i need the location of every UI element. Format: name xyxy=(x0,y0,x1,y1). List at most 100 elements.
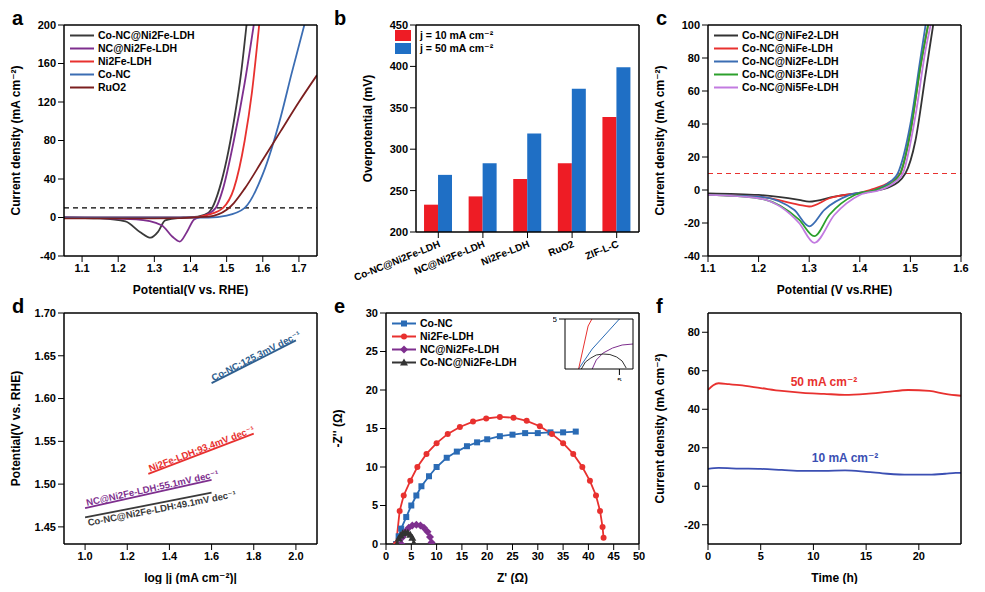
svg-text:80: 80 xyxy=(688,326,700,338)
svg-text:40: 40 xyxy=(688,403,700,415)
svg-text:1.2: 1.2 xyxy=(751,262,766,274)
svg-text:Co-NC@Ni2Fe-LDH: Co-NC@Ni2Fe-LDH xyxy=(352,238,442,283)
svg-text:1.0: 1.0 xyxy=(77,550,92,562)
svg-text:0: 0 xyxy=(705,550,711,562)
svg-text:1.3: 1.3 xyxy=(147,262,162,274)
svg-text:15: 15 xyxy=(366,422,378,434)
svg-text:2.0: 2.0 xyxy=(288,550,303,562)
svg-text:1.50: 1.50 xyxy=(35,478,56,490)
svg-text:-20: -20 xyxy=(684,519,700,531)
svg-text:0: 0 xyxy=(694,184,700,196)
svg-text:Current density (mA cm⁻²): Current density (mA cm⁻²) xyxy=(653,354,667,504)
svg-text:1.6: 1.6 xyxy=(255,262,270,274)
svg-text:200: 200 xyxy=(390,226,408,238)
svg-text:35: 35 xyxy=(557,550,569,562)
svg-text:1.6: 1.6 xyxy=(204,550,219,562)
svg-text:80: 80 xyxy=(688,52,700,64)
svg-text:1.8: 1.8 xyxy=(246,550,261,562)
svg-text:50: 50 xyxy=(633,550,645,562)
svg-text:1.1: 1.1 xyxy=(74,262,89,274)
svg-text:40: 40 xyxy=(44,173,56,185)
svg-text:20: 20 xyxy=(481,550,493,562)
svg-text:5: 5 xyxy=(408,550,414,562)
svg-text:0: 0 xyxy=(694,480,700,492)
svg-text:5: 5 xyxy=(372,499,378,511)
svg-text:10 mA cm⁻²: 10 mA cm⁻² xyxy=(812,451,879,465)
svg-text:50 mA cm⁻²: 50 mA cm⁻² xyxy=(791,375,858,389)
svg-text:Co-NC:125.3mV dec⁻¹: Co-NC:125.3mV dec⁻¹ xyxy=(210,329,303,383)
svg-text:NC@Ni2Fe-LDH: NC@Ni2Fe-LDH xyxy=(412,238,486,276)
svg-text:NC@Ni2Fe-LDH:55.1mV dec⁻¹: NC@Ni2Fe-LDH:55.1mV dec⁻¹ xyxy=(85,467,220,508)
svg-text:1.2: 1.2 xyxy=(120,550,135,562)
svg-text:Potential (V vs.RHE): Potential (V vs.RHE) xyxy=(777,283,892,296)
svg-text:1.2: 1.2 xyxy=(111,262,126,274)
svg-text:-Z'' (Ω): -Z'' (Ω) xyxy=(331,410,345,448)
svg-text:350: 350 xyxy=(390,102,408,114)
svg-text:1.5: 1.5 xyxy=(903,262,918,274)
svg-text:200: 200 xyxy=(38,19,56,31)
svg-text:160: 160 xyxy=(38,57,56,69)
svg-text:20: 20 xyxy=(688,151,700,163)
svg-text:Ni2Fe-LDH: Ni2Fe-LDH xyxy=(479,238,531,267)
svg-text:5: 5 xyxy=(553,315,558,324)
svg-text:1.45: 1.45 xyxy=(35,521,56,533)
svg-text:30: 30 xyxy=(532,550,544,562)
svg-text:40: 40 xyxy=(688,118,700,130)
svg-text:RuO2: RuO2 xyxy=(547,238,576,258)
svg-text:Z' (Ω): Z' (Ω) xyxy=(497,571,528,584)
svg-text:20: 20 xyxy=(688,442,700,454)
svg-text:250: 250 xyxy=(390,185,408,197)
svg-text:120: 120 xyxy=(38,96,56,108)
svg-text:Ni2Fe-LDH:93.4mV dec⁻¹: Ni2Fe-LDH:93.4mV dec⁻¹ xyxy=(147,423,256,473)
svg-text:1.7: 1.7 xyxy=(291,262,306,274)
svg-text:25: 25 xyxy=(366,345,378,357)
svg-text:1.55: 1.55 xyxy=(35,435,56,447)
svg-text:-20: -20 xyxy=(684,217,700,229)
svg-text:ZIF-L-C: ZIF-L-C xyxy=(584,238,621,261)
svg-text:15: 15 xyxy=(860,550,872,562)
svg-text:45: 45 xyxy=(608,550,620,562)
svg-text:1.4: 1.4 xyxy=(183,262,199,274)
svg-text:1.6: 1.6 xyxy=(953,262,968,274)
svg-text:1.3: 1.3 xyxy=(802,262,817,274)
svg-text:Potential(V vs. RHE): Potential(V vs. RHE) xyxy=(9,371,23,486)
svg-text:80: 80 xyxy=(44,134,56,146)
svg-text:10: 10 xyxy=(807,550,819,562)
svg-text:1.60: 1.60 xyxy=(35,392,56,404)
svg-text:15: 15 xyxy=(456,550,468,562)
svg-text:25: 25 xyxy=(506,550,518,562)
svg-text:400: 400 xyxy=(390,60,408,72)
svg-text:20: 20 xyxy=(366,384,378,396)
html-text:b: b xyxy=(334,7,347,29)
svg-text:Current density (mA cm⁻²): Current density (mA cm⁻²) xyxy=(9,66,23,216)
svg-text:1.65: 1.65 xyxy=(35,350,56,362)
svg-text:60: 60 xyxy=(688,365,700,377)
svg-text:-40: -40 xyxy=(684,250,700,262)
svg-text:1.1: 1.1 xyxy=(700,262,715,274)
svg-text:log |j (mA cm⁻²)|: log |j (mA cm⁻²)| xyxy=(144,571,237,584)
svg-text:Potential(V vs. RHE): Potential(V vs. RHE) xyxy=(133,283,248,296)
svg-text:1.4: 1.4 xyxy=(852,262,868,274)
svg-text:1.70: 1.70 xyxy=(35,307,56,319)
svg-text:5: 5 xyxy=(617,376,622,381)
svg-text:10: 10 xyxy=(430,550,442,562)
svg-text:1.5: 1.5 xyxy=(219,262,234,274)
svg-text:Overpotential (mV): Overpotential (mV) xyxy=(361,75,375,182)
svg-text:100: 100 xyxy=(682,19,700,31)
svg-text:20: 20 xyxy=(913,550,925,562)
svg-text:Current density (mA cm⁻²): Current density (mA cm⁻²) xyxy=(653,66,667,216)
svg-text:0: 0 xyxy=(50,211,56,223)
svg-text:-40: -40 xyxy=(40,250,56,262)
svg-text:Co-NC@Ni2Fe-LDH:49.1mV dec⁻¹: Co-NC@Ni2Fe-LDH:49.1mV dec⁻¹ xyxy=(87,488,237,528)
svg-text:Time (h): Time (h) xyxy=(811,571,857,584)
svg-text:0: 0 xyxy=(372,538,378,550)
svg-text:5: 5 xyxy=(758,550,764,562)
svg-text:30: 30 xyxy=(366,307,378,319)
svg-text:0: 0 xyxy=(383,550,389,562)
svg-text:300: 300 xyxy=(390,143,408,155)
svg-text:10: 10 xyxy=(366,461,378,473)
svg-text:40: 40 xyxy=(582,550,594,562)
svg-text:60: 60 xyxy=(688,85,700,97)
svg-text:1.4: 1.4 xyxy=(162,550,178,562)
svg-text:450: 450 xyxy=(390,19,408,31)
